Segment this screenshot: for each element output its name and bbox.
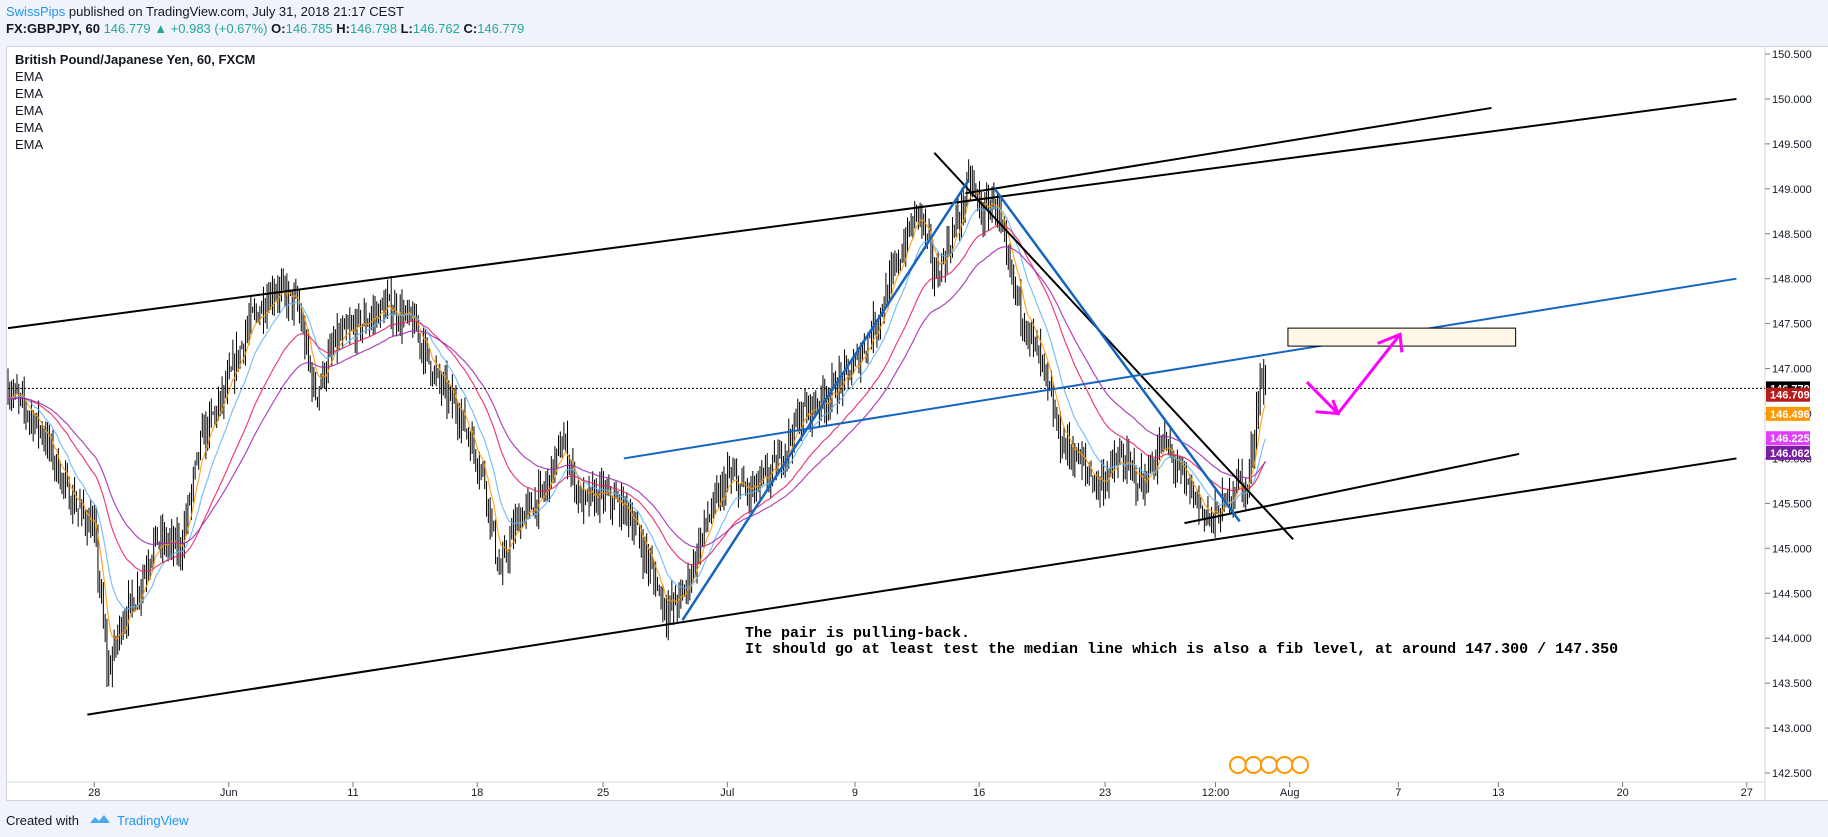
price-label-4: 146.062 <box>1770 448 1810 460</box>
x-tick-label-9: 12:00 <box>1202 787 1230 799</box>
y-tick-label-7: 147.000 <box>1772 364 1812 376</box>
projection-arrow-head-2 <box>1315 399 1341 416</box>
tradingview-link[interactable]: TradingView <box>117 813 189 828</box>
legend-ema-5[interactable]: EMA <box>15 137 44 152</box>
y-tick-label-16: 142.500 <box>1772 768 1812 780</box>
price-change: ▲ +0.983 (+0.67%) <box>154 21 268 36</box>
note-line-2: It should go at least test the median li… <box>745 641 1619 658</box>
legend-ema-4[interactable]: EMA <box>15 120 44 135</box>
price-label-bg-3 <box>1766 431 1810 446</box>
y-tick-label-0: 150.500 <box>1772 49 1812 61</box>
created-with-text: Created with <box>6 813 79 828</box>
event-icons <box>1228 756 1310 774</box>
event-icon-4 <box>1291 756 1310 774</box>
x-tick-label-1: Jun <box>220 787 238 799</box>
x-tick-label-3: 18 <box>471 787 483 799</box>
price-label-3: 146.225 <box>1770 433 1810 445</box>
y-tick-label-11: 145.000 <box>1772 543 1812 555</box>
high-label: H: <box>336 21 350 36</box>
last-price: 146.779 <box>103 21 151 36</box>
low-label: L: <box>400 21 413 36</box>
x-tick-label-10: Aug <box>1280 787 1300 799</box>
event-icon-1 <box>1244 756 1263 774</box>
downtrend-line <box>933 152 1294 541</box>
open-label: O: <box>271 21 286 36</box>
y-tick-label-1: 150.000 <box>1772 94 1812 106</box>
publish-text: published on TradingView.com, July 31, 2… <box>68 4 404 19</box>
ema-line-fast <box>7 191 1267 640</box>
down-channel-line <box>993 188 1241 523</box>
x-tick-label-7: 16 <box>973 787 985 799</box>
chart-panel[interactable] <box>6 46 1828 801</box>
median-line <box>623 277 1737 460</box>
event-icon-0 <box>1228 756 1247 774</box>
uptrend-line <box>681 179 970 621</box>
lower-parallel-line <box>1184 452 1520 525</box>
note-line-1: The pair is pulling-back. <box>745 625 971 642</box>
y-tick-label-4: 148.500 <box>1772 229 1812 241</box>
symbol-ohlc: FX:GBPJPY, 60 146.779 ▲ +0.983 (+0.67%) … <box>6 21 524 36</box>
y-tick-label-14: 143.500 <box>1772 678 1812 690</box>
ema-line-blue <box>7 207 1267 611</box>
open-value: 146.785 <box>285 21 333 36</box>
x-tick-label-11: 7 <box>1395 787 1401 799</box>
x-tick-label-8: 23 <box>1099 787 1111 799</box>
candles-group <box>7 159 1267 688</box>
legend-ema-3[interactable]: EMA <box>15 103 44 118</box>
ema-line-pink <box>7 224 1267 572</box>
channel-upper-line <box>7 97 1737 330</box>
price-label-1: 146.709 <box>1770 390 1810 402</box>
legend-title: British Pound/Japanese Yen, 60, FXCM <box>15 52 256 67</box>
upper-parallel-line <box>965 106 1492 195</box>
author-link[interactable]: SwissPips <box>6 4 66 19</box>
x-tick-label-12: 13 <box>1492 787 1504 799</box>
price-label-2: 146.496 <box>1770 409 1810 421</box>
footer: Created with TradingView <box>6 813 189 828</box>
y-tick-label-3: 149.000 <box>1772 184 1812 196</box>
x-tick-label-5: Jul <box>720 787 734 799</box>
x-tick-label-2: 11 <box>347 787 358 799</box>
x-tick-label-14: 27 <box>1741 787 1753 799</box>
chart-legend: British Pound/Japanese Yen, 60, FXCM EMA… <box>15 51 255 153</box>
y-tick-label-6: 147.500 <box>1772 319 1812 331</box>
ema-line-purple <box>7 246 1266 549</box>
close-label: C: <box>463 21 478 36</box>
y-tick-label-13: 144.000 <box>1772 633 1812 645</box>
y-tick-label-15: 143.000 <box>1772 723 1812 735</box>
publish-info: SwissPips published on TradingView.com, … <box>6 4 404 19</box>
low-value: 146.762 <box>412 21 460 36</box>
price-label-bg-2 <box>1766 406 1810 421</box>
high-value: 146.798 <box>349 21 397 36</box>
price-label-bg-4 <box>1766 445 1810 460</box>
y-tick-label-10: 145.500 <box>1772 498 1812 510</box>
x-tick-label-4: 25 <box>597 787 609 799</box>
price-label-bg-1 <box>1766 387 1810 402</box>
x-tick-label-0: 28 <box>88 787 100 799</box>
x-tick-label-6: 9 <box>852 787 858 799</box>
y-tick-label-5: 148.000 <box>1772 274 1812 286</box>
channel-lower-line <box>87 457 1737 716</box>
close-value: 146.779 <box>477 21 525 36</box>
symbol-name: FX:GBPJPY, 60 <box>6 21 100 36</box>
y-tick-label-2: 149.500 <box>1772 139 1812 151</box>
y-tick-label-12: 144.500 <box>1772 588 1812 600</box>
tradingview-logo-icon[interactable] <box>89 813 111 825</box>
event-icon-2 <box>1259 756 1278 774</box>
analysis-note: The pair is pulling-back. It should go at… <box>745 626 1618 658</box>
legend-ema-1[interactable]: EMA <box>15 69 44 84</box>
x-tick-label-13: 20 <box>1616 787 1628 799</box>
projection-arrow-head <box>1377 332 1404 353</box>
legend-ema-2[interactable]: EMA <box>15 86 44 101</box>
event-icon-3 <box>1275 756 1294 774</box>
